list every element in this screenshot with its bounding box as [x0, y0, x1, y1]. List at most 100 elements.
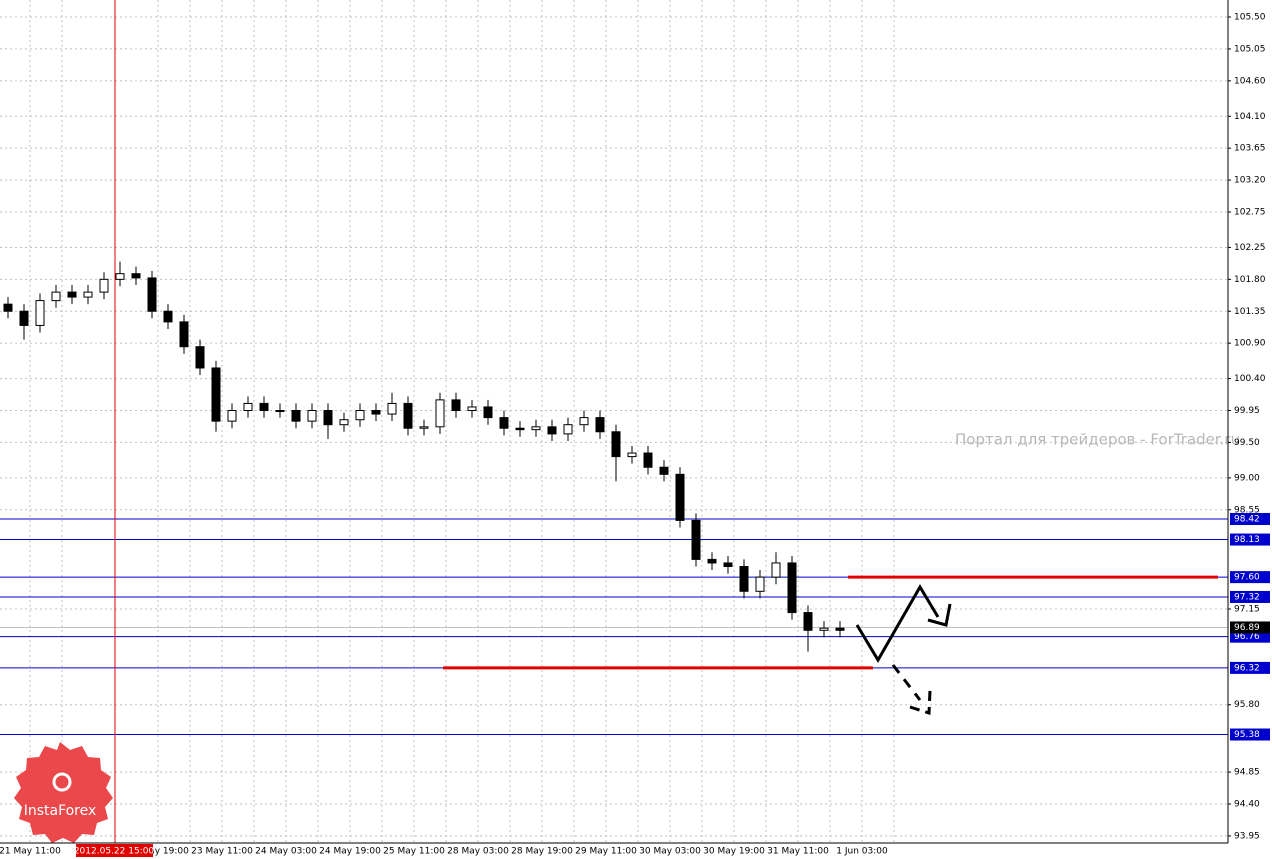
candle-body [339, 419, 349, 426]
candle-body [643, 452, 653, 468]
candle-body [835, 627, 845, 631]
y-tick-label: 104.60 [1234, 76, 1266, 86]
y-tick-label: 100.40 [1234, 374, 1266, 384]
y-tick-label: 103.20 [1234, 176, 1266, 186]
level-box [1230, 728, 1270, 741]
candle-body [467, 406, 477, 412]
candle-body [499, 417, 509, 429]
level-label: 96.76 [1234, 632, 1260, 642]
y-tick-label: 99.50 [1234, 438, 1260, 448]
levels [0, 518, 1228, 736]
level-label: 97.60 [1234, 573, 1260, 583]
candle-body [3, 303, 13, 312]
candle-body [195, 346, 205, 369]
y-tick-label: 101.80 [1234, 275, 1266, 285]
candle-body [787, 562, 797, 614]
candle-body [243, 402, 253, 412]
candle-body [659, 466, 669, 475]
candle-body [483, 406, 493, 419]
candles [3, 261, 845, 652]
y-tick-label: 94.40 [1234, 800, 1260, 810]
x-labels: 21 May 11:00 22 May 19:00 23 May 11:00 24 M… [0, 847, 888, 857]
level-label: 96.32 [1234, 663, 1260, 673]
candle-body [435, 399, 445, 428]
current-price-box [1230, 621, 1270, 634]
y-tick-label: 100.90 [1234, 339, 1266, 349]
candle-body [371, 410, 381, 415]
y-tick-label: 94.85 [1234, 768, 1260, 778]
candle-body [547, 426, 557, 435]
level-box [1230, 512, 1270, 525]
candle-body [323, 410, 333, 426]
candle-body [723, 562, 733, 567]
forecast-down [891, 664, 922, 701]
x-tick-label: 28 May 19:00 [511, 847, 573, 857]
y-tick-label: 103.65 [1234, 144, 1266, 154]
candle-body [595, 417, 605, 433]
y-tick-label: 95.80 [1234, 700, 1260, 710]
candle-body [803, 612, 813, 631]
candle-body [451, 399, 461, 412]
candle-body [531, 426, 541, 431]
y-tick-label: 105.50 [1234, 13, 1266, 23]
watermark: Портал для трейдеров - ForTrader.ru [955, 431, 1240, 449]
x-tick-label: 23 May 11:00 [191, 847, 253, 857]
y-tick-label: 105.05 [1234, 44, 1266, 54]
candle-body [179, 321, 189, 348]
level-box [1230, 661, 1270, 674]
level-label: 98.42 [1234, 514, 1260, 524]
y-tick-label: 102.25 [1234, 243, 1266, 253]
candle-body [99, 278, 109, 293]
candle-body [739, 565, 749, 592]
y-tick-label: 97.15 [1234, 605, 1260, 615]
candle-body [355, 410, 365, 421]
candle-body [403, 402, 413, 429]
x-tick-label: 25 May 11:00 [383, 847, 445, 857]
candle-body [131, 273, 141, 279]
candle-body [419, 426, 429, 429]
candle-body [67, 291, 77, 298]
candle-body [691, 519, 701, 560]
forecast-up-arrow [927, 603, 952, 627]
candle-body [147, 277, 157, 312]
x-tick-label: 24 May 03:00 [255, 847, 317, 857]
x-tick-label: 1 Jun 03:00 [836, 847, 888, 857]
forecast-up [855, 584, 940, 663]
candle-body [259, 402, 269, 412]
candle-body [387, 402, 397, 415]
x-tick-label: 29 May 11:00 [575, 847, 637, 857]
candle-body [83, 291, 93, 298]
level-box [1230, 630, 1270, 643]
level-box [1230, 590, 1270, 603]
candle-body [579, 417, 589, 426]
cursor-box [76, 844, 153, 857]
x-tick-label: 21 May 11:00 [0, 847, 61, 857]
y-tick-label: 99.00 [1234, 473, 1260, 483]
candle-body [291, 410, 301, 422]
y-tick-label: 98.55 [1234, 505, 1260, 515]
candle-body [627, 452, 637, 458]
candle-body [307, 410, 317, 422]
candle-body [707, 558, 717, 564]
y-tick-label: 101.35 [1234, 307, 1266, 317]
level-label: 97.32 [1234, 592, 1260, 602]
candle-body [563, 424, 573, 435]
y-tick-label: 102.75 [1234, 207, 1266, 217]
logo-badge [14, 742, 113, 843]
candle-body [35, 300, 45, 326]
candle-body [771, 562, 781, 578]
x-tick-label: 30 May 19:00 [703, 847, 765, 857]
candle-body [163, 310, 173, 323]
y-tick-label: 104.10 [1234, 112, 1266, 122]
x-tick-label: 31 May 11:00 [767, 847, 829, 857]
logo: InstaForex [14, 742, 113, 843]
grid [0, 0, 1228, 843]
x-tick-label: 28 May 03:00 [447, 847, 509, 857]
level-box [1230, 533, 1270, 546]
candle-body [115, 273, 125, 280]
candle-body [819, 627, 829, 631]
logo-icon [52, 772, 72, 792]
cursor-label: 2012.05.22 15:00 [74, 847, 155, 857]
